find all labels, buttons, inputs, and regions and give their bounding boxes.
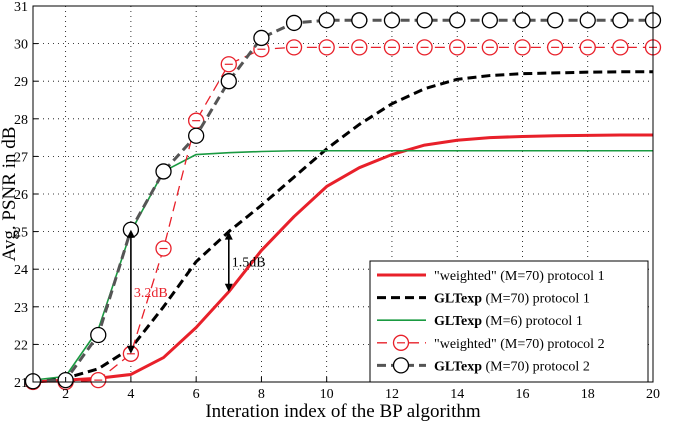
x-tick-label: 18 [581,387,595,402]
series-5-marker [90,326,107,344]
y-tick-label: 24 [14,263,28,278]
x-axis-label: Interation index of the BP algorithm [205,401,480,422]
series-line-3 [32,149,653,381]
legend-box [369,260,649,383]
series-5-marker [449,12,466,29]
series-5-marker [220,73,237,90]
legend-entry-bold: GLTexp [434,292,482,307]
legend-entry-bold: GLTexp [434,359,482,374]
legend-entry-text: (M=70) protocol 1 [482,292,590,307]
x-tick-label: 12 [385,387,399,402]
y-tick-label: 29 [14,75,28,90]
legend-entry-5: GLTexp (M=70) protocol 2 [434,359,590,374]
annotations: 3.2dB 1.5dB [126,229,266,354]
series-5-marker [416,12,433,29]
x-tick-label: 10 [320,387,334,402]
legend-entry-bold: GLTexp [434,314,482,329]
y-tick-label: 26 [14,188,28,203]
annotation-arrow-head-down [224,283,233,292]
series-line-2 [32,70,653,384]
x-tick-label: 14 [450,387,464,402]
x-tick-label: 20 [646,387,660,402]
y-tick-label: 31 [14,0,28,15]
series-5-marker [351,12,368,29]
legend-marker-5 [392,357,410,374]
legend-entry-1: "weighted" (M=70) protocol 1 [434,269,605,284]
y-tick-label: 22 [14,338,28,353]
x-tick-label: 16 [515,387,529,402]
y-tick-label: 21 [14,376,28,391]
y-tick-label: 28 [14,113,28,128]
series-5-marker [514,12,531,29]
series-5-marker [285,14,303,32]
y-tick-label: 30 [14,38,28,53]
series-lines [24,12,662,391]
legend: "weighted" (M=70) protocol 1 GLTexp (M=70… [369,260,649,383]
legend-entry-text: "weighted" (M=70) protocol 1 [434,269,605,284]
series-5-marker [318,12,335,29]
series-5-marker [546,12,564,29]
series-5-marker [612,12,629,29]
series-5-marker [481,12,498,29]
y-tick-label: 23 [14,301,28,316]
x-tick-label: 8 [258,387,265,402]
x-tick-label: 2 [62,387,69,402]
legend-entry-text: "weighted" (M=70) protocol 2 [434,337,605,352]
series-5-marker [253,29,270,47]
legend-entry-4: "weighted" (M=70) protocol 2 [434,337,605,352]
annotation-arrow-head-up [224,231,233,240]
series-5-marker [155,163,172,180]
legend-entry-text: (M=70) protocol 2 [482,359,590,374]
annotation-label: 1.5dB [232,256,266,271]
legend-entry-3: GLTexp (M=6) protocol 1 [434,314,583,329]
y-tick-label: 27 [14,150,28,165]
series-line-1 [32,133,653,384]
legend-entry-2: GLTexp (M=70) protocol 1 [434,292,590,307]
x-tick-label: 4 [127,387,134,402]
legend-entry-text: (M=6) protocol 1 [482,314,583,329]
series-5-marker [579,12,596,29]
y-tick-label: 25 [14,226,28,241]
y-axis-label: Avg. PSNR in dB [0,127,20,262]
annotation-arrow-head-up [126,229,135,238]
annotation-label: 3.2dB [134,286,168,301]
annotation-arrow-head-down [126,345,135,354]
series-5-marker [383,12,401,29]
x-tick-label: 6 [193,387,200,402]
series-5-marker [188,127,205,144]
